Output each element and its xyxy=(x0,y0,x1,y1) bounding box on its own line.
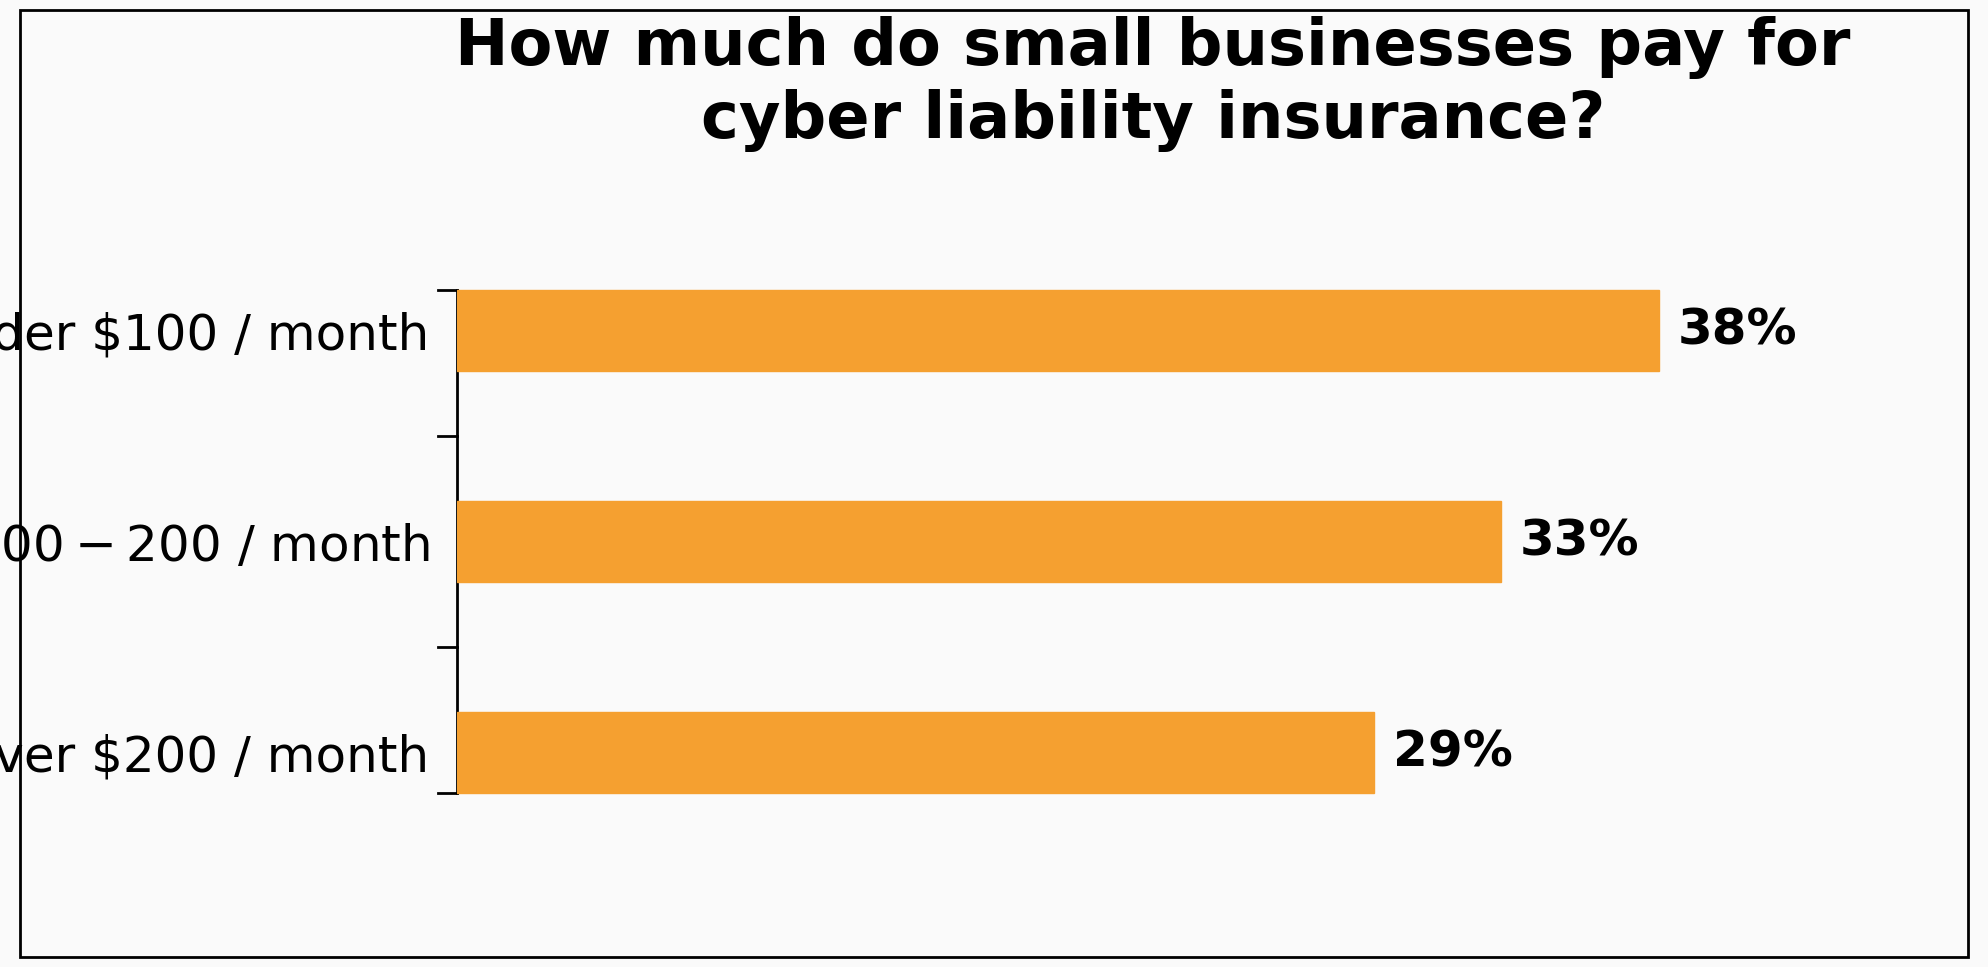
Text: 38%: 38% xyxy=(1678,307,1797,355)
Bar xyxy=(457,713,1374,793)
Title: How much do small businesses pay for
cyber liability insurance?: How much do small businesses pay for cyb… xyxy=(455,16,1851,152)
Text: 33%: 33% xyxy=(1521,517,1640,566)
Bar xyxy=(457,290,1660,370)
Bar xyxy=(457,502,1501,581)
Text: 29%: 29% xyxy=(1394,728,1513,777)
